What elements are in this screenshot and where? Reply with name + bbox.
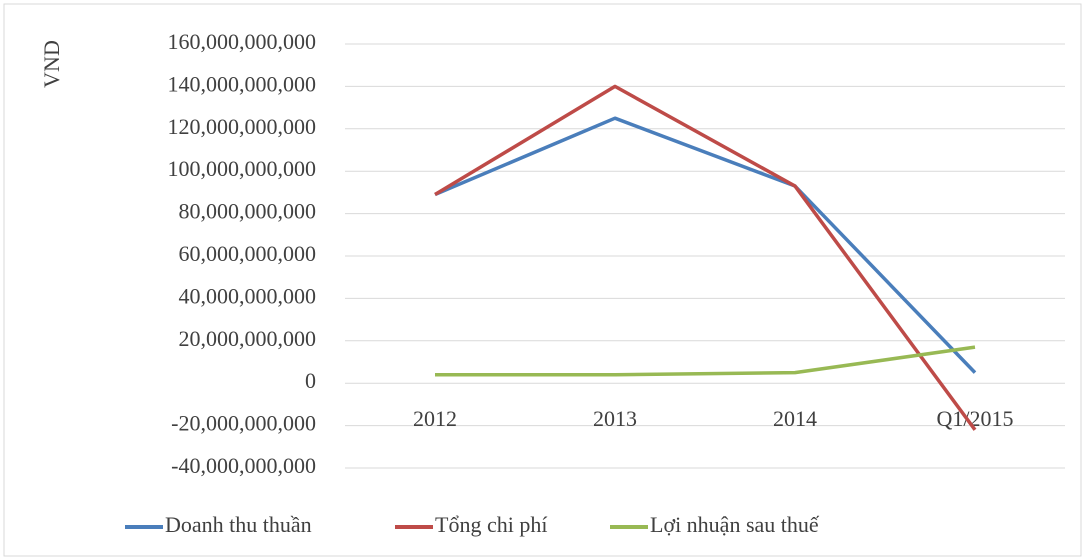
y-tick-label: 20,000,000,000 [179, 326, 317, 351]
y-tick-label: 100,000,000,000 [168, 156, 317, 181]
legend-label: Tổng chi phí [435, 512, 547, 537]
y-tick-label: 0 [305, 368, 316, 393]
y-tick-label: -40,000,000,000 [171, 453, 316, 478]
legend-label: Doanh thu thuần [165, 512, 312, 537]
y-tick-label: -20,000,000,000 [171, 411, 316, 436]
y-tick-label: 80,000,000,000 [179, 199, 317, 224]
series-line [434, 116, 977, 374]
x-tick-label: 2014 [773, 406, 817, 431]
y-tick-label: 160,000,000,000 [168, 29, 317, 54]
y-tick-label: 120,000,000,000 [168, 114, 317, 139]
y-tick-label: 40,000,000,000 [179, 283, 317, 308]
x-tick-label: 2013 [593, 406, 637, 431]
x-tick-label: 2012 [413, 406, 457, 431]
y-tick-label: 60,000,000,000 [179, 241, 317, 266]
chart-frame [3, 3, 1082, 557]
series-line [434, 84, 977, 431]
series-line [435, 345, 976, 377]
y-axis-title: VND [39, 40, 64, 88]
legend-label: Lợi nhuận sau thuế [650, 512, 820, 537]
y-tick-label: 140,000,000,000 [168, 71, 317, 96]
